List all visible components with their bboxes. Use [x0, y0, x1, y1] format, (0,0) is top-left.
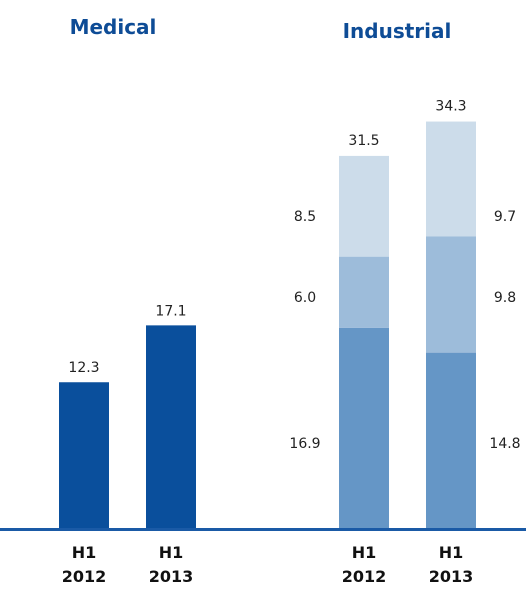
x-tick-label-0-0-line-0: H1: [72, 543, 97, 562]
industrial-segment-label-1-0: 14.8: [489, 436, 520, 452]
medical-panel-title: Medical: [70, 15, 157, 39]
industrial-bar-0-segment-1: [339, 256, 389, 328]
x-tick-label-0-1-line-0: H1: [159, 543, 184, 562]
x-tick-label-1-0-line-1: 2012: [342, 567, 387, 586]
industrial-total-label-1: 34.3: [435, 99, 466, 115]
x-tick-label-0-0-line-1: 2012: [62, 567, 107, 586]
industrial-segment-label-0-0: 16.9: [289, 436, 320, 452]
x-tick-label-1-0-line-0: H1: [352, 543, 377, 562]
medical-bar-0: [59, 382, 109, 528]
industrial-segment-label-0-1: 6.0: [294, 290, 316, 306]
x-tick-label-1-1-line-0: H1: [439, 543, 464, 562]
medical-total-label-0: 12.3: [68, 360, 99, 376]
industrial-bar-1-segment-2: [426, 121, 476, 237]
medical-bar-1: [146, 325, 196, 528]
x-tick-labels: H1 2012 H1 2013 H1 2012 H1 2013: [62, 543, 474, 586]
industrial-total-label-0: 31.5: [348, 133, 379, 149]
industrial-bar-0-segment-2: [339, 155, 389, 257]
medical-total-label-1: 17.1: [155, 303, 186, 319]
labels-layer: 12.3 17.1 16.9 6.0 8.5 31.5 14.8 9.8 9.7 34.3: [68, 99, 520, 452]
industrial-bar-0-segment-0: [339, 327, 389, 528]
industrial-segment-label-0-2: 8.5: [294, 209, 316, 225]
industrial-segment-label-1-1: 9.8: [494, 290, 516, 306]
industrial-bar-1-segment-1: [426, 236, 476, 353]
industrial-bar-1-segment-0: [426, 352, 476, 528]
x-tick-label-1-1-line-1: 2013: [429, 567, 474, 586]
industrial-panel-title: Industrial: [343, 19, 452, 43]
bars-layer: [59, 121, 476, 528]
x-tick-label-0-1-line-1: 2013: [149, 567, 194, 586]
industrial-segment-label-1-2: 9.7: [494, 209, 516, 225]
